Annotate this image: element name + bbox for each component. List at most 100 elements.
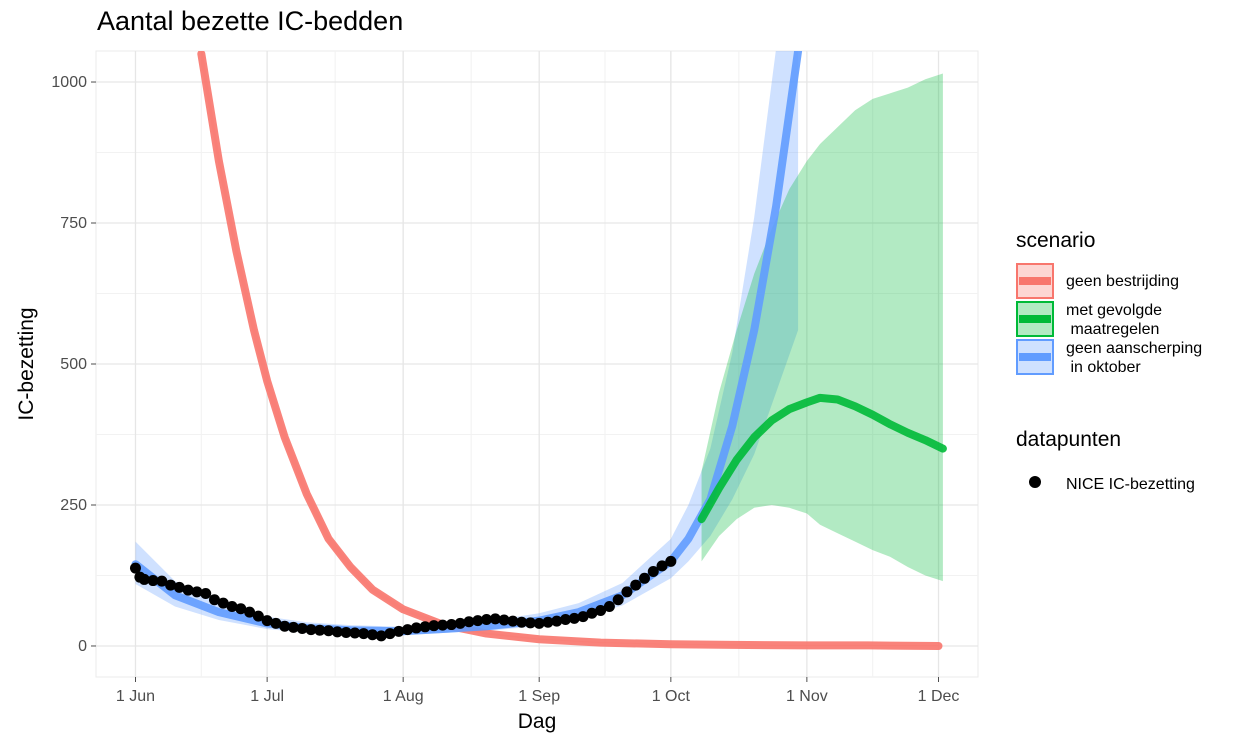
x-tick-label: 1 Dec: [918, 688, 960, 705]
data-point: [384, 628, 396, 640]
legend-item-1: geen bestrijding: [1016, 263, 1179, 299]
data-point: [217, 597, 229, 609]
data-point: [165, 579, 177, 591]
data-point: [402, 624, 414, 636]
data-point: [366, 629, 378, 641]
data-point: [235, 603, 247, 615]
data-point: [208, 594, 220, 606]
data-point: [437, 619, 449, 631]
data-point: [489, 613, 501, 625]
data-point: [603, 601, 615, 613]
data-point: [252, 610, 264, 622]
data-point: [261, 615, 273, 627]
legend-point-item: NICE IC-bezetting: [1029, 476, 1195, 493]
data-point: [524, 617, 536, 629]
data-point: [226, 601, 238, 613]
data-point: [279, 620, 291, 632]
legend-title-scenario: scenario: [1016, 229, 1095, 252]
x-axis-title: Dag: [518, 710, 557, 733]
data-point: [621, 586, 633, 598]
x-tick-label: 1 Oct: [652, 688, 691, 705]
legend-label: met gevolgde maatregelen: [1066, 302, 1162, 338]
data-point: [428, 620, 440, 632]
x-tick-label: 1 Aug: [383, 688, 424, 705]
data-point: [305, 624, 317, 636]
y-tick-label: 0: [78, 638, 87, 655]
y-tick-label: 750: [60, 215, 87, 232]
x-tick-label: 1 Jun: [116, 688, 155, 705]
data-point: [577, 611, 589, 623]
data-point: [498, 614, 510, 626]
series-line-2: [697, 393, 947, 524]
data-point: [200, 588, 212, 600]
data-point: [410, 622, 422, 634]
data-point: [340, 626, 352, 638]
y-axis-title: IC-bezetting: [15, 307, 38, 420]
data-point: [647, 566, 659, 578]
data-point: [358, 628, 370, 640]
data-point: [630, 579, 642, 591]
data-point: [138, 573, 150, 585]
data-point: [481, 613, 493, 625]
data-point: [454, 617, 466, 629]
chart-title: Aantal bezette IC-bedden: [97, 6, 403, 36]
plot-area: [95, 50, 979, 678]
ribbon-2: [701, 73, 943, 582]
legend-label: geen aanscherping in oktober: [1066, 340, 1202, 376]
data-point: [472, 615, 484, 627]
y-tick-label: 1000: [51, 74, 87, 91]
data-point: [507, 615, 519, 627]
data-point: [542, 616, 554, 628]
ribbons: [135, 51, 943, 646]
data-point: [595, 604, 607, 616]
data-point: [147, 575, 159, 587]
data-point: [270, 617, 282, 629]
data-points: [129, 555, 677, 642]
x-tick-label: 1 Sep: [518, 688, 560, 705]
x-tick-label: 1 Nov: [786, 688, 828, 705]
legend-title-datapunten: datapunten: [1016, 428, 1121, 451]
data-point: [533, 617, 545, 629]
data-point: [129, 562, 141, 574]
legend-label: geen bestrijding: [1066, 273, 1179, 290]
data-point: [323, 625, 335, 637]
data-point: [349, 627, 361, 639]
data-point: [586, 607, 598, 619]
data-point: [445, 619, 457, 631]
data-point: [296, 622, 308, 634]
data-point: [516, 616, 528, 628]
y-axis-ticks: 0 250 500 750 1000: [51, 74, 96, 655]
data-point: [568, 612, 580, 624]
legend-key-point: [1029, 476, 1041, 488]
data-point: [656, 560, 668, 572]
data-point: [560, 613, 572, 625]
x-tick-label: 1 Jul: [250, 688, 284, 705]
series-line-1: [197, 51, 943, 650]
legend-item-3: geen aanscherping in oktober: [1016, 339, 1202, 376]
data-point: [639, 572, 651, 584]
legend-label-line: geen aanscherping: [1066, 340, 1202, 357]
legend-label-line: maatregelen: [1066, 321, 1159, 338]
legend-item-2: met gevolgde maatregelen: [1016, 301, 1162, 338]
data-point: [244, 606, 256, 618]
data-point: [612, 594, 624, 606]
data-point: [287, 621, 299, 633]
x-axis-ticks: 1 Jun 1 Jul 1 Aug 1 Sep 1 Oct 1 Nov 1 Dec: [116, 677, 959, 705]
legend: scenario geen bestrijding met gevolgde ma…: [1016, 229, 1202, 493]
y-tick-label: 250: [60, 497, 87, 514]
data-point: [463, 616, 475, 628]
data-point: [182, 584, 194, 596]
data-point: [419, 621, 431, 633]
legend-label-line: met gevolgde: [1066, 302, 1162, 319]
data-point: [331, 626, 343, 638]
data-point: [551, 615, 563, 627]
data-point: [173, 581, 185, 593]
legend-scenario-items: geen bestrijding met gevolgde maatregelen…: [1016, 263, 1202, 376]
legend-label-line: in oktober: [1066, 359, 1141, 376]
y-tick-label: 500: [60, 356, 87, 373]
legend-label-points: NICE IC-bezetting: [1066, 476, 1195, 493]
data-point: [156, 575, 168, 587]
data-point: [314, 624, 326, 636]
data-point: [191, 586, 203, 598]
